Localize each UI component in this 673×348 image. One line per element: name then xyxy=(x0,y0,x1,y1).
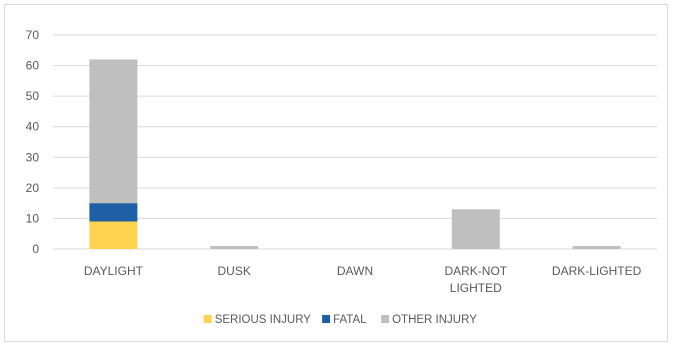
legend-swatch-0 xyxy=(203,315,212,323)
bar-3-2 xyxy=(451,209,500,249)
y-tick-label-3: 30 xyxy=(26,150,40,164)
x-tick-label-3-line-0: DARK-NOT xyxy=(444,264,507,278)
legend-label-0: SERIOUS INJURY xyxy=(215,314,312,326)
y-tick-label-6: 60 xyxy=(26,59,40,73)
legend-swatch-2 xyxy=(381,315,390,323)
y-tick-label-4: 40 xyxy=(26,120,40,134)
legend-swatch-1 xyxy=(322,315,331,323)
y-tick-label-7: 70 xyxy=(26,28,40,42)
bar-0-2 xyxy=(89,59,138,204)
y-tick-label-5: 50 xyxy=(26,89,40,103)
chart-frame: 0 10 20 30 40 50 60 70 DAYLIGHT DUSK DAWN DARK-NOT L… xyxy=(4,4,668,342)
bar-0-0 xyxy=(89,221,138,249)
x-tick-label-1: DUSK xyxy=(218,264,251,278)
stacked-bar-chart: 0 10 20 30 40 50 60 70 DAYLIGHT DUSK DAWN DARK-NOT L… xyxy=(26,28,657,326)
bar-4-2 xyxy=(572,245,621,249)
bar-0-1 xyxy=(89,203,138,222)
x-tick-label-4: DARK-LIGHTED xyxy=(552,264,642,278)
legend-label-1: FATAL xyxy=(333,314,367,326)
y-tick-label-1: 10 xyxy=(26,211,40,225)
bar-1-2 xyxy=(210,245,259,249)
x-tick-label-0: DAYLIGHT xyxy=(84,264,144,278)
legend-label-2: OTHER INJURY xyxy=(392,314,477,326)
y-tick-label-2: 20 xyxy=(26,181,40,195)
y-tick-label-0: 0 xyxy=(32,242,39,256)
x-tick-label-3-line-1: LIGHTED xyxy=(450,281,502,295)
x-tick-label-2: DAWN xyxy=(337,264,373,278)
